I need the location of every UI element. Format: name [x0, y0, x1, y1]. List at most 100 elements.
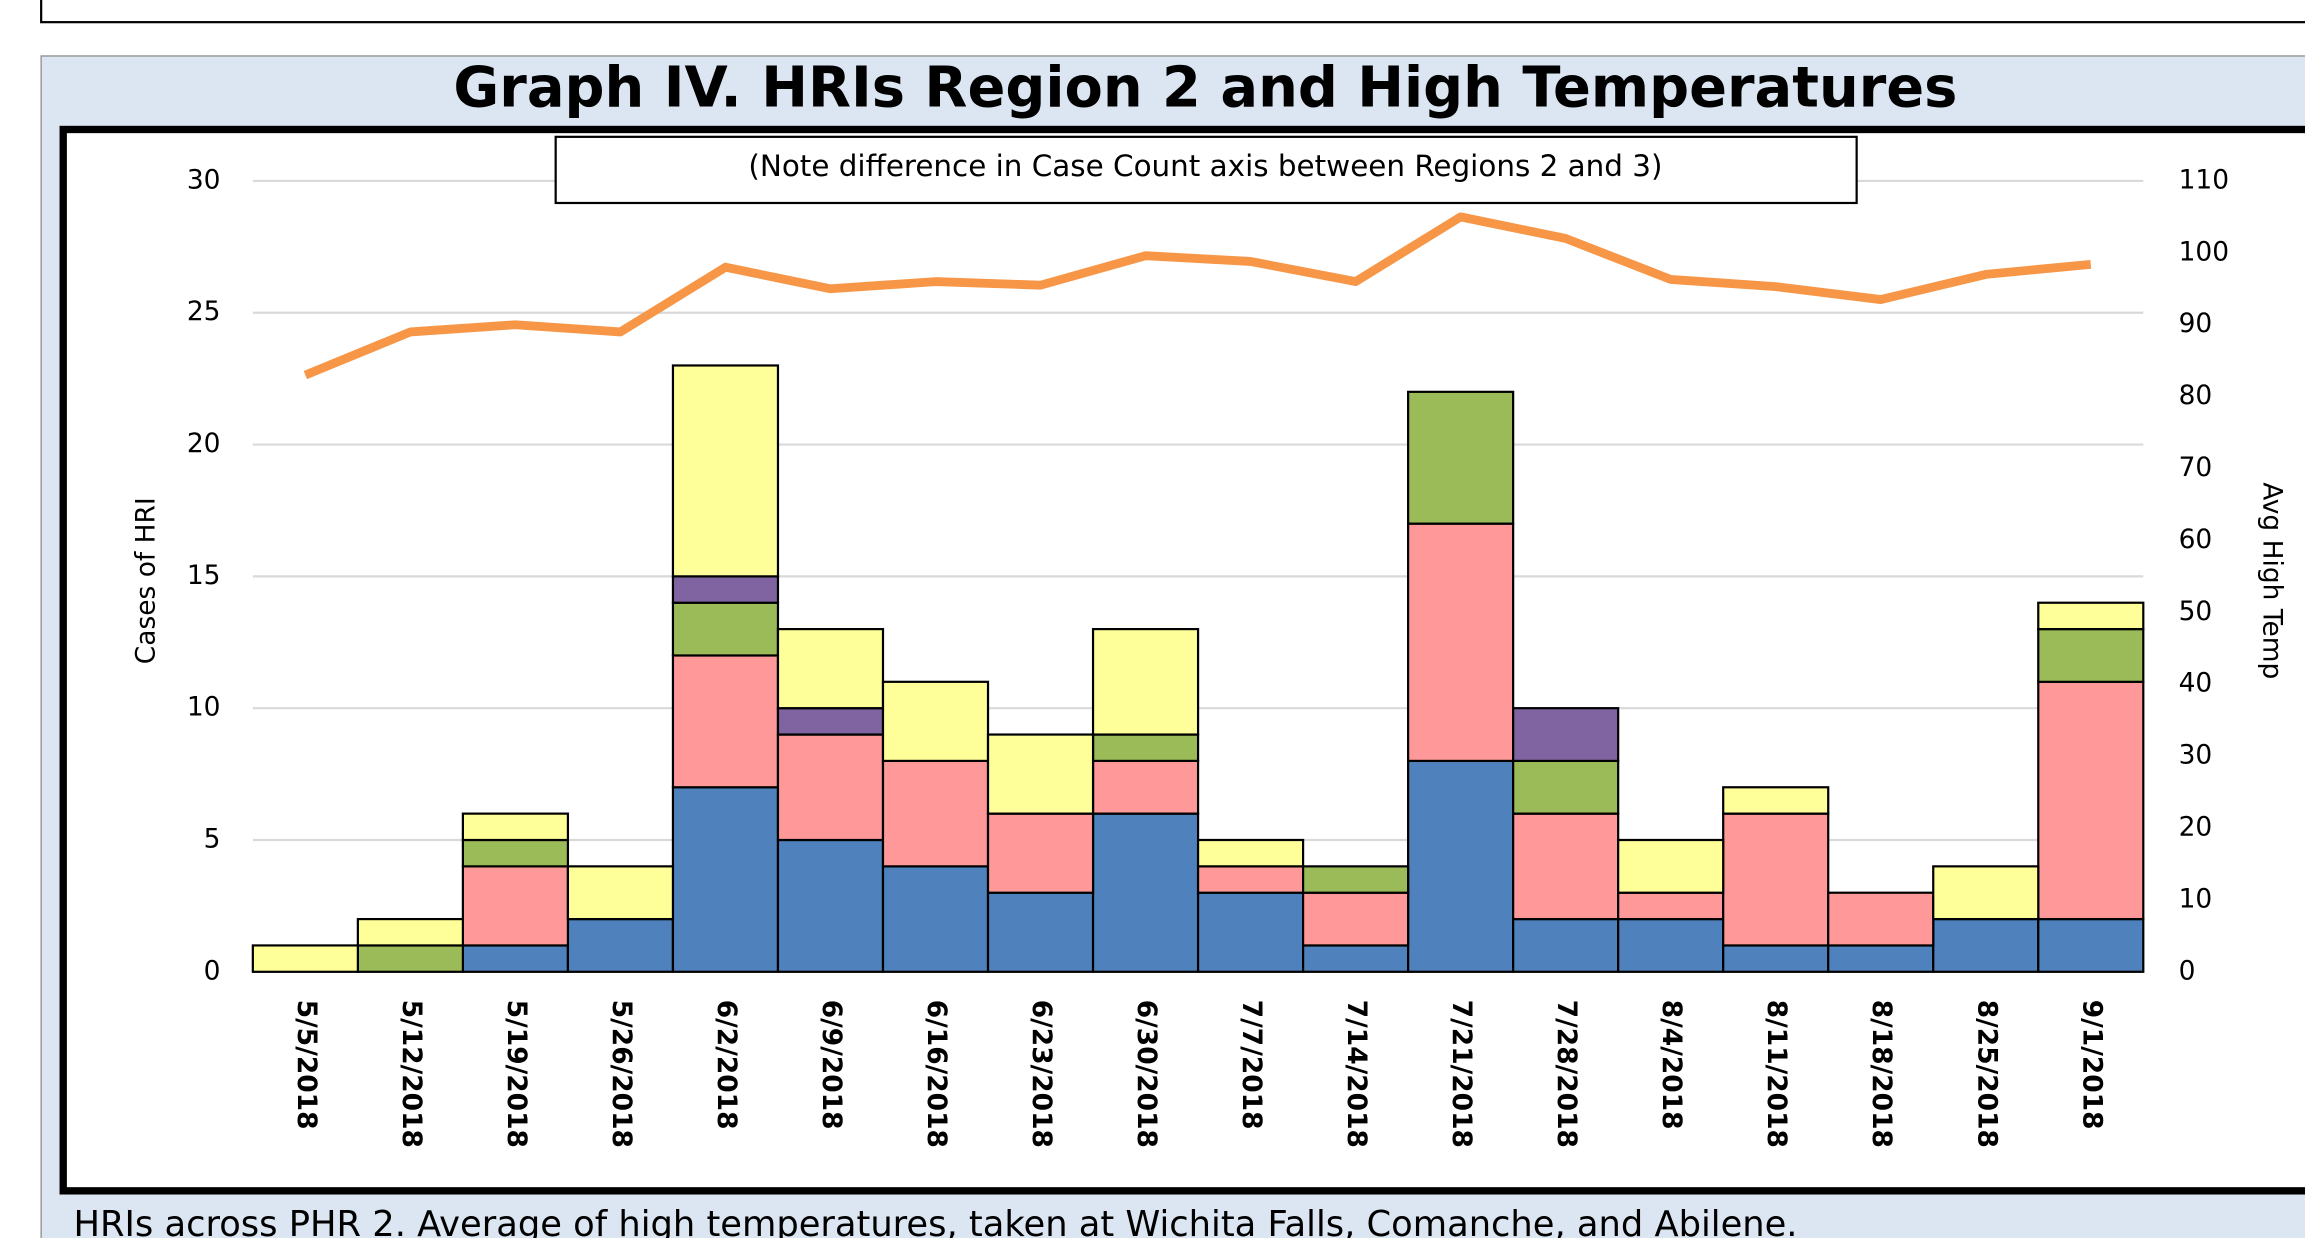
x-tick-label: 8/11/2018 [1761, 1000, 1792, 1148]
bar-segment [1196, 838, 1305, 868]
bar-segment [881, 759, 990, 868]
bar-segment [1512, 759, 1620, 815]
bar-segment [1091, 759, 1200, 815]
y2-tick-label: 80 [2179, 380, 2213, 411]
x-tick-label: 5/26/2018 [606, 1000, 637, 1148]
y-tick-label: 0 [204, 955, 221, 986]
bar-segment [251, 944, 359, 973]
annotation-box [554, 135, 1858, 205]
chart-title: Graph IV. HRIs Region 2 and High Tempera… [453, 55, 1957, 120]
bar-segment [1932, 865, 2040, 921]
x-tick-label: 7/14/2018 [1341, 1000, 1372, 1148]
bar-segment [1407, 522, 1515, 763]
bar-segment [566, 917, 675, 973]
bar-segment [671, 786, 780, 973]
y2-tick-label: 110 [2179, 164, 2230, 195]
bar-segment [1301, 865, 1410, 894]
bar-segment [671, 575, 780, 604]
bar-segment [881, 865, 990, 973]
y-tick-label: 20 [187, 428, 221, 459]
bar-segment [776, 838, 885, 973]
bar-segment [1617, 917, 1725, 973]
plot-area: 0 5 10 15 20 25 30 0 10 20 30 40 50 60 70 80 90 100 110 5/5… [187, 164, 2229, 1147]
x-tick-label: 5/19/2018 [501, 1000, 532, 1148]
bar-segment [1301, 944, 1410, 973]
temperature-line [303, 212, 2092, 380]
y2-tick-label: 70 [2179, 452, 2213, 483]
y-tick-label: 15 [187, 560, 221, 591]
y2-tick-label: 10 [2179, 883, 2213, 914]
y-tick-label: 25 [187, 296, 221, 327]
x-tick-label: 6/30/2018 [1131, 1000, 1162, 1148]
bar-segment [2037, 601, 2145, 631]
bar-segment [1091, 812, 1200, 973]
bar-segment [1091, 627, 1200, 736]
bar-segment [671, 654, 780, 789]
bar-segment [1827, 944, 1935, 973]
x-tick-label: 6/2/2018 [711, 1000, 742, 1130]
bar-segment [1722, 944, 1830, 973]
bar-segment [461, 865, 570, 947]
bar-segment [356, 917, 464, 947]
bar-segment [1617, 891, 1725, 921]
bar-segment [671, 601, 780, 657]
bar-segment [986, 733, 1095, 815]
x-tick-label: 6/23/2018 [1026, 1000, 1057, 1148]
bar-segment [2037, 917, 2145, 973]
bar-segment [986, 812, 1095, 894]
bar-segment [1196, 865, 1305, 894]
bar-segment [1512, 707, 1620, 763]
bar-segment [1512, 917, 1620, 973]
y2-tick-label: 0 [2179, 955, 2196, 986]
bar-segment [1512, 812, 1620, 921]
bar-segment [1407, 759, 1515, 973]
bar-segment [776, 733, 885, 842]
bar-segment [566, 865, 675, 921]
x-tick-label: 8/4/2018 [1656, 1000, 1687, 1130]
bar-segment [1301, 891, 1410, 947]
x-tick-label: 9/1/2018 [2076, 1000, 2107, 1130]
bar-segment [881, 680, 990, 763]
x-tick-label: 8/25/2018 [1971, 1000, 2002, 1148]
x-tick-label: 8/18/2018 [1866, 1000, 1897, 1148]
x-tick-label: 7/21/2018 [1446, 1000, 1477, 1148]
bar-segment [1196, 891, 1305, 973]
x-tick-label: 7/7/2018 [1236, 1000, 1267, 1130]
bar-segment [2037, 680, 2145, 921]
y2-tick-label: 50 [2179, 596, 2213, 627]
bar-segment [1722, 812, 1830, 947]
overlay: (Note difference in Case Count axis betw… [554, 135, 1858, 205]
y2-tick-label: 20 [2179, 812, 2213, 843]
bar-segment [776, 707, 885, 736]
y-tick-label: 5 [204, 823, 221, 854]
y2-tick-label: 90 [2179, 308, 2213, 339]
y2-tick-label: 40 [2179, 668, 2213, 699]
bar-segment [986, 891, 1095, 973]
top-box [40, 0, 2305, 24]
bar-segment [461, 838, 570, 868]
y2-tick-label: 100 [2179, 236, 2230, 267]
y2-tick-label: 30 [2179, 740, 2213, 771]
bar-segment [2037, 627, 2145, 683]
y-tick-label: 10 [187, 692, 221, 723]
x-tick-label: 6/16/2018 [921, 1000, 952, 1148]
bar-segment [1407, 390, 1515, 525]
annotation: (Note difference in Case Count axis betw… [748, 149, 1662, 183]
bar-segment [1932, 917, 2040, 973]
x-tick-label: 5/12/2018 [396, 1000, 427, 1148]
bar-segment [1827, 891, 1935, 947]
y-axis-label: Cases of HRI [131, 497, 162, 664]
y2-tick-label: 60 [2179, 524, 2213, 555]
x-tick-label: 5/5/2018 [291, 1000, 322, 1130]
bar-segment [461, 812, 570, 842]
y2-axis-label: Avg High Temp [2257, 482, 2288, 679]
bar-segment [1091, 733, 1200, 763]
bar-segment [1722, 786, 1830, 815]
x-tick-label: 6/9/2018 [816, 1000, 847, 1130]
bar-segment [776, 627, 885, 710]
footer: HRIs across PHR 2. Average of high tempe… [74, 1204, 1798, 1238]
bar-segment [671, 364, 780, 578]
y-tick-label: 30 [187, 164, 221, 195]
